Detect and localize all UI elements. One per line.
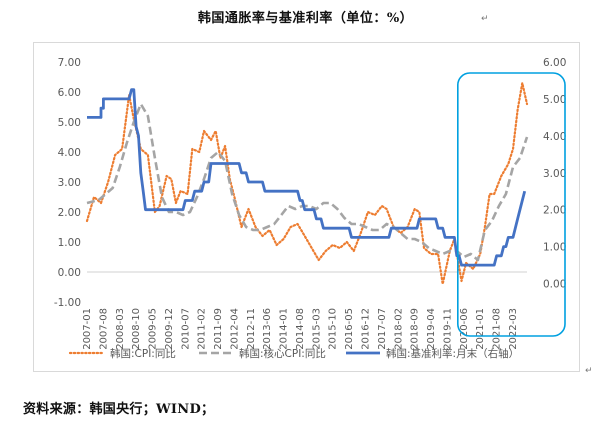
x-axis-tick-label: 2020-06 xyxy=(459,308,470,350)
left-axis-tick-label: 6.00 xyxy=(58,87,81,99)
chart: 7.00 6.00 5.00 4.00 3.00 2.00 1.00 0.00 -1.00 6.0… xyxy=(54,57,567,360)
right-axis-tick-label: 0.00 xyxy=(543,279,566,291)
left-axis-tick-label: 1.00 xyxy=(58,237,81,249)
series-line-3 xyxy=(87,88,527,267)
x-axis-tick-label: 2022-03 xyxy=(508,308,519,350)
x-axis-tick-label: 2012-11 xyxy=(246,308,257,350)
x-axis-tick-label: 2017-07 xyxy=(377,308,388,350)
left-axis-tick-label: 2.00 xyxy=(58,207,81,219)
left-axis-tick-label: -1.00 xyxy=(54,297,81,309)
series-line-1 xyxy=(85,81,529,286)
x-axis-tick-label: 2013-06 xyxy=(262,308,273,350)
paragraph-mark-icon: ↵ xyxy=(481,14,489,24)
left-axis-tick-label: 5.00 xyxy=(58,117,81,129)
chart-frame: 7.00 6.00 5.00 4.00 3.00 2.00 1.00 0.00 -1.00 6.0… xyxy=(33,42,580,372)
x-axis-tick-label: 2016-12 xyxy=(361,308,372,350)
x-axis-tick-label: 2015-03 xyxy=(311,308,322,350)
x-axis-tick-label: 2021-08 xyxy=(492,308,503,350)
legend-label-1: 韩国:CPI:同比 xyxy=(110,347,176,360)
x-axis-tick-label: 2019-11 xyxy=(442,308,453,350)
x-axis-tick-label: 2011-02 xyxy=(197,308,208,350)
source-note: 资料来源：韩国央行；WIND； xyxy=(23,402,215,417)
right-axis-tick-label: 2.00 xyxy=(543,205,566,217)
x-axis-tick-label: 2015-10 xyxy=(328,308,339,350)
document-title: 韩国通胀率与基准利率（单位：%） xyxy=(197,11,414,26)
x-axis-tick-label: 2007-08 xyxy=(98,308,109,350)
legend-label-3: 韩国:基准利率:月末（右轴） xyxy=(386,347,519,360)
right-axis-tick-label: 1.00 xyxy=(543,242,566,254)
x-axis-tick-label: 2010-07 xyxy=(180,308,191,350)
x-axis-tick-label: 2007-01 xyxy=(82,308,93,350)
left-axis-tick-label: 3.00 xyxy=(58,177,81,189)
left-axis-tick-label: 4.00 xyxy=(58,147,81,159)
paragraph-mark-icon-end: ↵ xyxy=(585,366,593,376)
left-axis-tick-label: 0.00 xyxy=(58,267,81,279)
right-axis-tick-label: 5.00 xyxy=(543,94,566,106)
right-axis-tick-label: 6.00 xyxy=(543,57,566,69)
right-axis-tick-label: 4.00 xyxy=(543,131,566,143)
x-axis-tick-label: 2014-01 xyxy=(279,308,290,350)
left-axis-tick-label: 7.00 xyxy=(58,57,81,69)
right-axis-tick-label: 3.00 xyxy=(543,168,566,180)
x-axis-tick-label: 2008-10 xyxy=(131,308,142,350)
highlight-box xyxy=(457,72,566,337)
x-axis-tick-label: 2021-01 xyxy=(475,308,486,350)
x-axis-tick-label: 2012-04 xyxy=(229,308,240,350)
series-line-2 xyxy=(86,102,529,262)
x-axis-tick-label: 2011-09 xyxy=(213,308,224,350)
x-axis-tick-label: 2016-05 xyxy=(344,308,355,350)
x-axis-tick-label: 2009-05 xyxy=(148,308,159,350)
x-axis-tick-label: 2008-03 xyxy=(115,308,126,350)
x-axis-tick-label: 2014-08 xyxy=(295,308,306,350)
x-axis-tick-label: 2009-12 xyxy=(164,308,175,350)
x-axis-tick-label: 2018-09 xyxy=(410,308,421,350)
x-axis-tick-label: 2018-02 xyxy=(393,308,404,350)
legend-label-2: 韩国:核心CPI:同比 xyxy=(239,347,326,360)
x-axis-tick-label: 2019-04 xyxy=(426,308,437,350)
